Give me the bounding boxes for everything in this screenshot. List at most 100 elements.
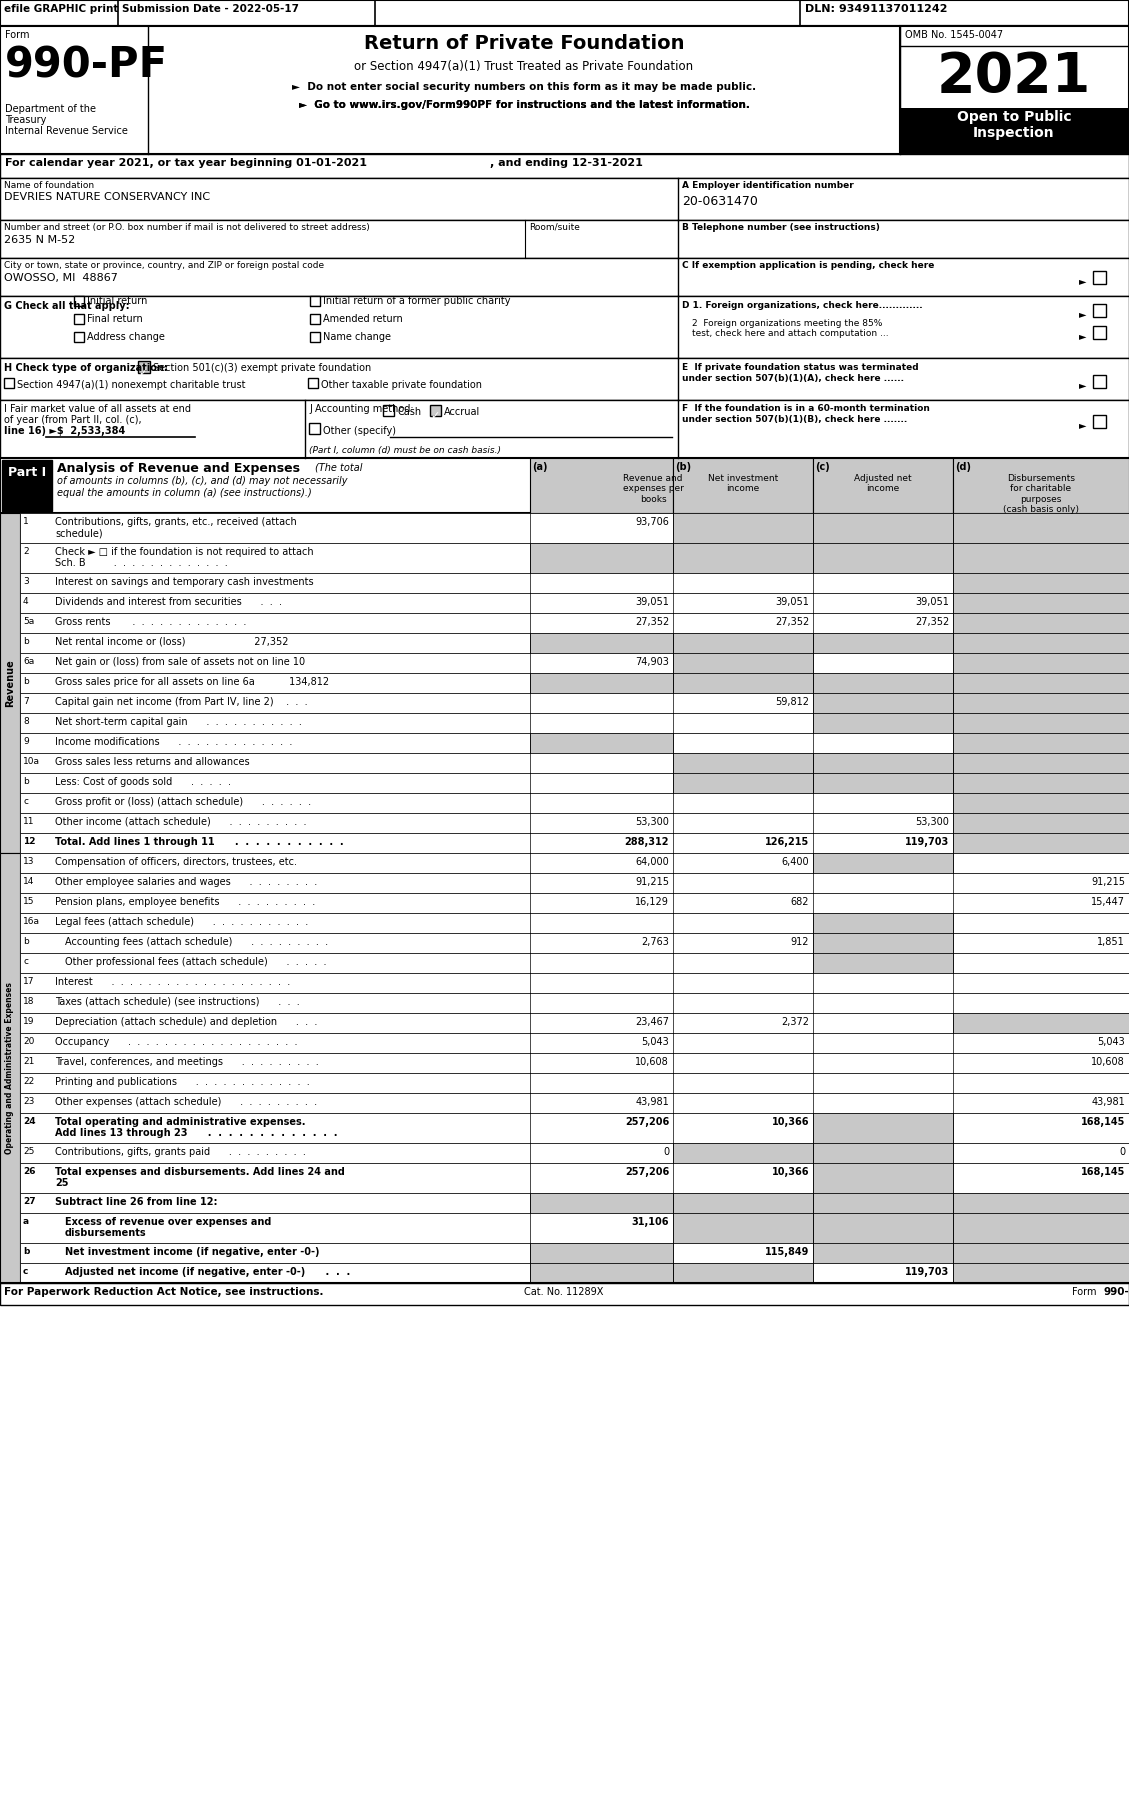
Bar	[953, 692, 1129, 714]
Text: 93,706: 93,706	[636, 518, 669, 527]
Text: ►  Go to www.irs.gov/Form990PF for instructions and the latest information.: ► Go to www.irs.gov/Form990PF for instru…	[298, 101, 750, 110]
Bar	[1093, 304, 1106, 316]
Bar	[138, 361, 150, 372]
Text: , and ending 12-31-2021: , and ending 12-31-2021	[490, 158, 642, 167]
Bar	[813, 692, 953, 714]
Bar	[1093, 376, 1106, 388]
Bar	[20, 574, 1129, 593]
Text: 17: 17	[23, 976, 35, 985]
Text: ►: ►	[1079, 331, 1086, 342]
Bar	[20, 1012, 1129, 1034]
Text: Form: Form	[1073, 1287, 1100, 1296]
Text: 23: 23	[23, 1097, 34, 1106]
Bar	[953, 1012, 1129, 1034]
Text: ✓: ✓	[138, 369, 148, 378]
Text: Adjusted net
income: Adjusted net income	[855, 475, 912, 493]
Bar	[813, 953, 953, 973]
Bar	[20, 653, 1129, 672]
Text: (d): (d)	[955, 462, 971, 473]
Bar	[530, 633, 673, 653]
Text: Disbursements
for charitable
purposes
(cash basis only): Disbursements for charitable purposes (c…	[1003, 475, 1079, 514]
Text: DEVRIES NATURE CONSERVANCY INC: DEVRIES NATURE CONSERVANCY INC	[5, 192, 210, 201]
Text: 26: 26	[23, 1167, 35, 1176]
Text: 2: 2	[23, 547, 28, 556]
Text: Occupancy      .  .  .  .  .  .  .  .  .  .  .  .  .  .  .  .  .  .  .: Occupancy . . . . . . . . . . . . . . . …	[55, 1037, 298, 1046]
Text: Other (specify): Other (specify)	[323, 426, 396, 435]
Bar	[20, 1144, 1129, 1163]
Text: test, check here and attach computation ...: test, check here and attach computation …	[692, 329, 889, 338]
Bar	[0, 219, 1129, 257]
Text: H Check type of organization:: H Check type of organization:	[5, 363, 168, 372]
Text: 22: 22	[23, 1077, 34, 1086]
Text: Final return: Final return	[87, 315, 142, 324]
Text: 5,043: 5,043	[1097, 1037, 1124, 1046]
Text: E  If private foundation status was terminated: E If private foundation status was termi…	[682, 363, 919, 372]
Text: 27,352: 27,352	[634, 617, 669, 628]
Bar	[75, 315, 84, 324]
Text: 288,312: 288,312	[624, 838, 669, 847]
Bar	[813, 633, 953, 653]
Bar	[20, 1113, 1129, 1144]
Text: 2,763: 2,763	[641, 937, 669, 948]
Text: Depreciation (attach schedule) and depletion      .  .  .: Depreciation (attach schedule) and deple…	[55, 1018, 317, 1027]
Text: Analysis of Revenue and Expenses: Analysis of Revenue and Expenses	[56, 462, 300, 475]
Text: 23,467: 23,467	[634, 1018, 669, 1027]
Text: Section 4947(a)(1) nonexempt charitable trust: Section 4947(a)(1) nonexempt charitable …	[17, 379, 245, 390]
Text: 91,215: 91,215	[634, 877, 669, 886]
Bar	[20, 512, 1129, 543]
Text: equal the amounts in column (a) (see instructions).): equal the amounts in column (a) (see ins…	[56, 487, 312, 498]
Text: 8: 8	[23, 717, 28, 726]
Text: 91,215: 91,215	[1091, 877, 1124, 886]
Bar	[20, 1214, 1129, 1242]
Text: ►  Go to www.irs.gov/Form990PF for instructions and the latest information.: ► Go to www.irs.gov/Form990PF for instru…	[298, 101, 750, 110]
Text: 53,300: 53,300	[916, 816, 949, 827]
Text: 13: 13	[23, 858, 35, 867]
Bar	[813, 543, 953, 574]
Text: Number and street (or P.O. box number if mail is not delivered to street address: Number and street (or P.O. box number if…	[5, 223, 370, 232]
Text: 31,106: 31,106	[631, 1217, 669, 1226]
Bar	[953, 753, 1129, 773]
Text: 20: 20	[23, 1037, 34, 1046]
Text: Revenue: Revenue	[5, 660, 15, 707]
Text: 20-0631470: 20-0631470	[682, 194, 758, 209]
Text: Revenue and
expenses per
books: Revenue and expenses per books	[622, 475, 683, 503]
Text: Net investment
income: Net investment income	[708, 475, 778, 493]
Text: Name change: Name change	[323, 333, 391, 342]
Text: b: b	[23, 937, 28, 946]
Bar	[20, 1242, 1129, 1262]
Bar	[20, 734, 1129, 753]
Text: Initial return: Initial return	[87, 297, 148, 306]
Text: disbursements: disbursements	[65, 1228, 147, 1239]
Text: or Section 4947(a)(1) Trust Treated as Private Foundation: or Section 4947(a)(1) Trust Treated as P…	[355, 59, 693, 74]
Text: 24: 24	[23, 1117, 36, 1126]
Text: Travel, conferences, and meetings      .  .  .  .  .  .  .  .  .: Travel, conferences, and meetings . . . …	[55, 1057, 318, 1066]
Bar	[2, 460, 52, 511]
Text: City or town, state or province, country, and ZIP or foreign postal code: City or town, state or province, country…	[5, 261, 324, 270]
Bar	[953, 512, 1129, 543]
Bar	[310, 333, 320, 342]
Text: Department of the: Department of the	[5, 104, 96, 113]
Text: Check ► □ if the foundation is not required to attach: Check ► □ if the foundation is not requi…	[55, 547, 314, 557]
Bar	[673, 1214, 813, 1242]
Text: Accrual: Accrual	[444, 406, 480, 417]
Text: ✓: ✓	[430, 412, 439, 421]
Bar	[953, 574, 1129, 593]
Text: 4: 4	[23, 597, 28, 606]
Text: 10,366: 10,366	[771, 1117, 809, 1127]
Text: I Fair market value of all assets at end: I Fair market value of all assets at end	[5, 405, 191, 414]
Text: 59,812: 59,812	[774, 698, 809, 707]
Text: 19: 19	[23, 1018, 35, 1027]
Bar	[20, 953, 1129, 973]
Text: ►: ►	[1079, 379, 1086, 390]
Bar	[20, 1163, 1129, 1194]
Bar	[20, 613, 1129, 633]
Text: 1,851: 1,851	[1097, 937, 1124, 948]
Bar	[673, 653, 813, 672]
Text: Return of Private Foundation: Return of Private Foundation	[364, 34, 684, 52]
Bar	[530, 672, 673, 692]
Text: Part I: Part I	[8, 466, 46, 478]
Bar	[308, 378, 318, 388]
Text: 74,903: 74,903	[636, 656, 669, 667]
Bar	[0, 1284, 1129, 1305]
Text: Name of foundation: Name of foundation	[5, 182, 94, 191]
